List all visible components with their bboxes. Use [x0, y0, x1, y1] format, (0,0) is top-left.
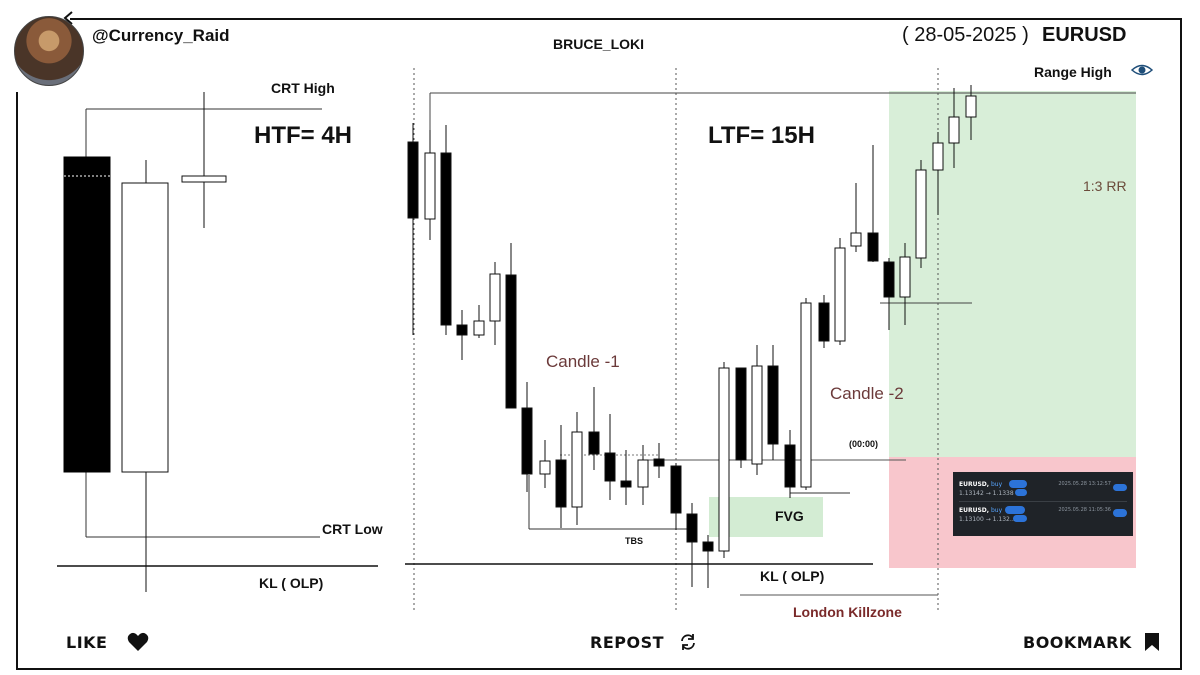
right-border — [1180, 18, 1182, 670]
trade-side: buy — [991, 507, 1003, 514]
redaction-mark — [1113, 509, 1127, 517]
fvg-label: FVG — [775, 508, 804, 524]
target-zone — [889, 91, 1136, 457]
ltf-candles — [407, 85, 977, 588]
trade-history-panel: EURUSD, buy 1.13142 → 1.1338 2025.05.28 … — [953, 472, 1133, 536]
htf-candle-3 — [181, 175, 227, 183]
trade-time: 2025.05.28 13:12:57 — [1058, 481, 1111, 487]
redaction-mark — [1113, 484, 1127, 491]
trade-prices: 1.13100 → 1.132… — [959, 516, 1016, 523]
top-border — [70, 18, 1182, 20]
trade-row[interactable]: EURUSD, buy 1.13142 → 1.1338 2025.05.28 … — [959, 478, 1127, 500]
redaction-mark — [1005, 506, 1025, 514]
htf-candle-1 — [63, 156, 111, 473]
repost-icon — [681, 634, 695, 650]
htf-kl-label: KL ( OLP) — [259, 575, 324, 591]
bookmark-label: BOOKMARK — [1023, 632, 1132, 652]
redaction-mark — [1009, 480, 1027, 488]
htf-title: HTF= 4H — [254, 122, 353, 149]
trade-time: 2025.05.28 11:05:36 — [1058, 507, 1111, 513]
candle1-label: Candle -1 — [546, 352, 620, 371]
row-divider — [959, 501, 1127, 502]
rr-label: 1:3 RR — [1083, 178, 1127, 194]
repost-label: REPOST — [590, 632, 665, 652]
crt-high-label: CRT High — [271, 80, 335, 96]
pair-label: EURUSD — [1042, 24, 1127, 46]
like-label: LIKE — [66, 632, 108, 652]
bottom-border — [16, 668, 1182, 670]
redaction-mark — [1015, 489, 1027, 496]
trade-row[interactable]: EURUSD, buy 1.13100 → 1.132… 2025.05.28 … — [959, 504, 1127, 526]
htf-candle-2 — [121, 182, 169, 473]
heart-icon — [128, 632, 149, 651]
trade-side: buy — [991, 481, 1003, 488]
author-label: BRUCE_LOKI — [553, 36, 645, 52]
trade-prices: 1.13142 → 1.1338 — [959, 490, 1014, 497]
redaction-mark — [1013, 515, 1027, 522]
session-label: London Killzone — [793, 604, 902, 620]
tbs-label: TBS — [625, 536, 643, 546]
candle2-label: Candle -2 — [830, 384, 904, 403]
date-label: ( 28-05-2025 ) — [902, 24, 1029, 46]
crt-low-label: CRT Low — [322, 521, 383, 537]
left-border — [16, 92, 18, 670]
range-high-label: Range High — [1034, 64, 1112, 80]
ltf-title: LTF= 15H — [708, 122, 815, 149]
handle[interactable]: @Currency_Raid — [92, 26, 230, 45]
like-button[interactable]: LIKE — [66, 632, 149, 652]
bookmark-icon — [1144, 633, 1159, 651]
trade-symbol: EURUSD, — [959, 507, 990, 514]
trade-symbol: EURUSD, — [959, 481, 990, 488]
ltf-kl-label: KL ( OLP) — [760, 568, 825, 584]
time-marker: (00:00) — [849, 439, 879, 449]
repost-button[interactable]: REPOST — [590, 632, 698, 652]
avatar[interactable] — [14, 16, 84, 86]
eye-icon[interactable] — [1130, 62, 1154, 78]
bookmark-button[interactable]: BOOKMARK — [1023, 632, 1160, 652]
